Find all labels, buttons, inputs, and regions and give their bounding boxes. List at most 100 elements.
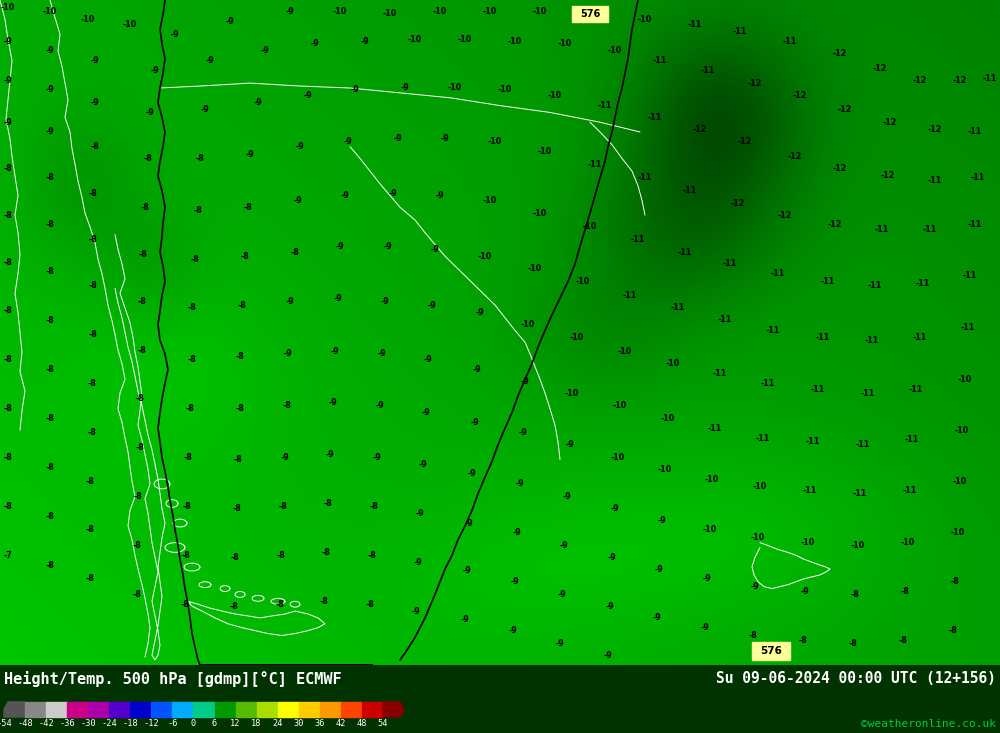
Text: -8: -8 <box>283 401 291 410</box>
Text: -9: -9 <box>419 460 427 469</box>
Text: -9: -9 <box>331 347 339 356</box>
Text: -9: -9 <box>606 602 614 611</box>
Text: -8: -8 <box>46 463 54 472</box>
Text: -8: -8 <box>86 574 94 583</box>
Text: -11: -11 <box>701 66 715 75</box>
Text: -8: -8 <box>4 404 12 413</box>
Text: -10: -10 <box>458 34 472 43</box>
Text: -24: -24 <box>101 719 117 728</box>
Text: -11: -11 <box>678 248 692 257</box>
Text: -12: -12 <box>143 719 159 728</box>
Text: -10: -10 <box>43 7 57 16</box>
Text: -8: -8 <box>46 414 54 423</box>
Text: -11: -11 <box>811 385 825 394</box>
Text: 0: 0 <box>191 719 196 728</box>
Text: -10: -10 <box>703 526 717 534</box>
Text: -9: -9 <box>286 297 294 306</box>
Text: -9: -9 <box>373 453 381 462</box>
Text: -54: -54 <box>0 719 12 728</box>
Text: -12: -12 <box>953 75 967 85</box>
Bar <box>67 702 89 717</box>
Text: -8: -8 <box>366 600 374 608</box>
Text: -11: -11 <box>683 186 697 195</box>
Text: -10: -10 <box>570 333 584 342</box>
Text: -8: -8 <box>324 499 332 508</box>
Text: -9: -9 <box>566 441 574 449</box>
Text: -9: -9 <box>463 567 471 575</box>
Text: -12: -12 <box>838 105 852 114</box>
Text: -12: -12 <box>778 210 792 220</box>
Text: -8: -8 <box>230 602 238 611</box>
Text: -12: -12 <box>748 78 762 88</box>
Text: -12: -12 <box>928 125 942 133</box>
Bar <box>257 702 278 717</box>
Text: -9: -9 <box>436 191 444 200</box>
Bar <box>278 702 299 717</box>
Text: -8: -8 <box>899 636 907 645</box>
Text: -8: -8 <box>46 221 54 229</box>
Bar <box>320 702 341 717</box>
Text: -9: -9 <box>611 504 619 513</box>
Text: -8: -8 <box>89 235 97 244</box>
Text: -8: -8 <box>46 365 54 374</box>
Text: -9: -9 <box>296 142 304 151</box>
Text: -11: -11 <box>856 441 870 449</box>
Text: -11: -11 <box>865 336 879 345</box>
Text: -12: -12 <box>913 75 927 85</box>
Text: -11: -11 <box>928 177 942 185</box>
Text: -11: -11 <box>803 486 817 496</box>
Bar <box>109 702 131 717</box>
Text: -10: -10 <box>81 15 95 24</box>
Text: -8: -8 <box>4 210 12 220</box>
Text: -10: -10 <box>478 251 492 261</box>
Text: -9: -9 <box>801 587 809 596</box>
Text: -8: -8 <box>138 345 146 355</box>
Text: -9: -9 <box>703 574 711 583</box>
Text: 42: 42 <box>336 719 346 728</box>
Text: -8: -8 <box>4 502 12 511</box>
Text: -10: -10 <box>333 7 347 16</box>
Text: -9: -9 <box>4 75 12 85</box>
Text: -9: -9 <box>281 453 289 462</box>
Text: -30: -30 <box>80 719 96 728</box>
Text: -12: -12 <box>693 125 707 133</box>
Bar <box>25 702 47 717</box>
Text: 48: 48 <box>357 719 367 728</box>
Text: -9: -9 <box>4 37 12 45</box>
Text: -10: -10 <box>408 34 422 43</box>
Text: -11: -11 <box>861 388 875 397</box>
Text: -9: -9 <box>412 607 420 616</box>
Text: -9: -9 <box>401 84 409 92</box>
Text: -9: -9 <box>344 137 352 147</box>
Text: -8: -8 <box>277 550 285 560</box>
Text: -9: -9 <box>334 294 342 303</box>
Text: -11: -11 <box>756 433 770 443</box>
Bar <box>88 702 110 717</box>
Text: -12: -12 <box>793 92 807 100</box>
Text: -9: -9 <box>428 301 436 309</box>
Text: -9: -9 <box>286 7 294 16</box>
Text: -9: -9 <box>604 651 612 660</box>
Text: -8: -8 <box>233 504 241 513</box>
Text: -8: -8 <box>184 453 192 462</box>
Text: -10: -10 <box>576 277 590 286</box>
Text: -8: -8 <box>4 257 12 267</box>
Text: -11: -11 <box>783 37 797 45</box>
Text: -10: -10 <box>433 7 447 16</box>
Text: -8: -8 <box>951 577 959 586</box>
Text: 54: 54 <box>378 719 388 728</box>
Text: -8: -8 <box>133 590 141 599</box>
Text: -11: -11 <box>598 101 612 110</box>
Text: -8: -8 <box>133 541 141 550</box>
Text: -11: -11 <box>916 279 930 288</box>
Text: -10: -10 <box>498 86 512 95</box>
Text: -11: -11 <box>868 281 882 290</box>
Text: -8: -8 <box>901 587 909 596</box>
Text: -9: -9 <box>91 98 99 107</box>
Text: -8: -8 <box>799 636 807 645</box>
Polygon shape <box>383 702 404 717</box>
Text: -9: -9 <box>701 623 709 632</box>
Text: -9: -9 <box>384 242 392 251</box>
Text: -42: -42 <box>38 719 54 728</box>
Text: -11: -11 <box>766 326 780 335</box>
